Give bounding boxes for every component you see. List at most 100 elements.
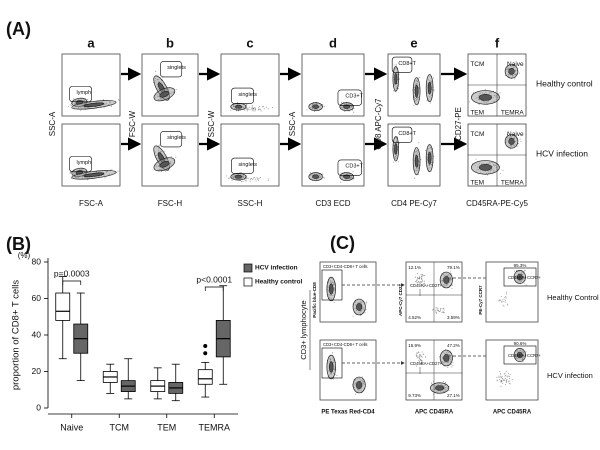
density-contour bbox=[312, 174, 319, 179]
column-letter: d bbox=[329, 35, 337, 50]
x-tick-label: TEM bbox=[157, 422, 176, 432]
y-axis-label: SSC-W bbox=[207, 110, 216, 137]
gate bbox=[160, 61, 183, 78]
gate bbox=[503, 267, 537, 287]
x-axis-label: CD45RA-PE-Cy5 bbox=[466, 199, 528, 208]
density-contour bbox=[83, 102, 105, 108]
flow-plot-frame bbox=[485, 339, 539, 401]
y-title: CD3+ lymphocyte bbox=[299, 300, 308, 359]
gate bbox=[391, 126, 413, 143]
x-axis-label: CD4 PE-Cy7 bbox=[391, 199, 437, 208]
legend-label: HCV infection bbox=[255, 265, 298, 272]
gate-label: CD8+T bbox=[398, 131, 416, 137]
y-tick-label: 60 bbox=[32, 293, 42, 303]
density-contour bbox=[328, 283, 334, 295]
quadrant-value: 12.1% bbox=[408, 265, 421, 270]
subset-label: TEMRA bbox=[501, 179, 524, 186]
y-axis-label: CD8 APC-Cy7 bbox=[374, 98, 383, 150]
subset-label: TEM bbox=[470, 109, 484, 116]
density-contour bbox=[234, 174, 243, 179]
density-contour bbox=[312, 104, 319, 109]
density-contour bbox=[427, 151, 432, 165]
density-contour bbox=[394, 142, 398, 155]
outlier bbox=[203, 343, 208, 348]
gate-value: 90.6% bbox=[514, 341, 527, 346]
legend-swatch bbox=[243, 263, 253, 273]
box bbox=[55, 292, 71, 321]
quadrant-value: 4.52% bbox=[408, 315, 421, 320]
density-contour bbox=[427, 81, 432, 95]
subset-label: CD45RA+CD27+ bbox=[410, 361, 443, 366]
legend-label: Healthy control bbox=[255, 279, 303, 286]
y-axis-label: Pacific blue-CD8 bbox=[312, 282, 317, 318]
subset-label: TEM bbox=[470, 179, 484, 186]
density-contour bbox=[328, 361, 334, 373]
quadrant-value: 79.1% bbox=[447, 265, 460, 270]
column-letter: a bbox=[87, 35, 95, 50]
subset-label: Naive bbox=[507, 61, 524, 68]
column-letter: b bbox=[166, 35, 174, 50]
density-contour bbox=[516, 273, 523, 281]
gate-label: CD3+CD4-CD8+ T cells bbox=[323, 264, 368, 269]
density-contour bbox=[414, 84, 419, 98]
subset-label: CD45RA+CD27+ bbox=[410, 283, 443, 288]
y-unit: (%) bbox=[18, 251, 31, 260]
quadrant-value: 15.9% bbox=[408, 343, 421, 348]
gate-label: CD3+CD4-CD8+ T cells bbox=[323, 342, 368, 347]
density-contour bbox=[478, 164, 493, 171]
gate-value: 95.3% bbox=[514, 263, 527, 268]
density-contour bbox=[234, 104, 243, 109]
flow-plot-frame bbox=[141, 53, 199, 117]
density-contour bbox=[443, 276, 450, 284]
subset-label: TEMRA bbox=[501, 109, 524, 116]
y-axis-label: SSC-A bbox=[288, 111, 297, 136]
y-tick-label: 40 bbox=[32, 329, 42, 339]
x-tick-label: Naive bbox=[60, 422, 83, 432]
density-contour bbox=[356, 303, 363, 311]
subset-label: TCM bbox=[470, 61, 484, 68]
x-tick-label: TEMRA bbox=[199, 422, 231, 432]
row-label: Healthy control bbox=[536, 78, 593, 88]
panel-label: (C) bbox=[330, 233, 355, 253]
row-label: Healthy Control bbox=[547, 293, 599, 302]
quadrant-value: 27.1% bbox=[447, 393, 460, 398]
x-axis-label: PE Texas Red-CD4 bbox=[321, 410, 375, 416]
gate-label: lymph bbox=[77, 160, 92, 166]
gate-label: CD45RA+CCR7+ bbox=[508, 275, 541, 280]
density-contour bbox=[443, 354, 450, 362]
density-contour bbox=[414, 154, 419, 168]
density-contour bbox=[508, 68, 515, 75]
row-label: HCV infection bbox=[547, 371, 593, 380]
flow-plot-frame bbox=[220, 123, 280, 187]
gate-label: CD8+T bbox=[398, 61, 416, 67]
significance-bracket bbox=[62, 280, 82, 285]
density-contour bbox=[159, 91, 170, 98]
flow-plot-frame bbox=[485, 261, 539, 323]
density-contour bbox=[478, 94, 493, 101]
y-tick-label: 80 bbox=[32, 256, 42, 266]
box bbox=[197, 369, 213, 385]
gate bbox=[231, 87, 254, 104]
gate bbox=[391, 56, 413, 73]
gate-label: CD3+T bbox=[345, 164, 363, 170]
y-axis-label: CD27-PE bbox=[454, 107, 463, 141]
density-contour bbox=[343, 104, 350, 109]
x-axis-label: FSC-H bbox=[158, 199, 183, 208]
density-contour bbox=[508, 138, 515, 145]
x-axis-label: APC CD45RA bbox=[415, 410, 454, 416]
subset-label: Naive bbox=[507, 131, 524, 138]
subset-label: TCM bbox=[470, 131, 484, 138]
gate-label: CD3+T bbox=[345, 94, 363, 100]
y-axis-title: proportion of CD8+ T cells bbox=[11, 280, 22, 391]
density-contour bbox=[343, 174, 350, 179]
row-label: HCV infection bbox=[536, 148, 588, 158]
y-tick-label: 0 bbox=[36, 402, 41, 412]
panel-label: (B) bbox=[6, 234, 31, 254]
column-letter: e bbox=[410, 35, 417, 50]
panel-label: (A) bbox=[6, 19, 31, 39]
x-axis-label: CD3 ECD bbox=[315, 199, 350, 208]
gate bbox=[231, 157, 254, 174]
significance-bracket bbox=[204, 286, 224, 291]
density-contour bbox=[435, 385, 445, 391]
